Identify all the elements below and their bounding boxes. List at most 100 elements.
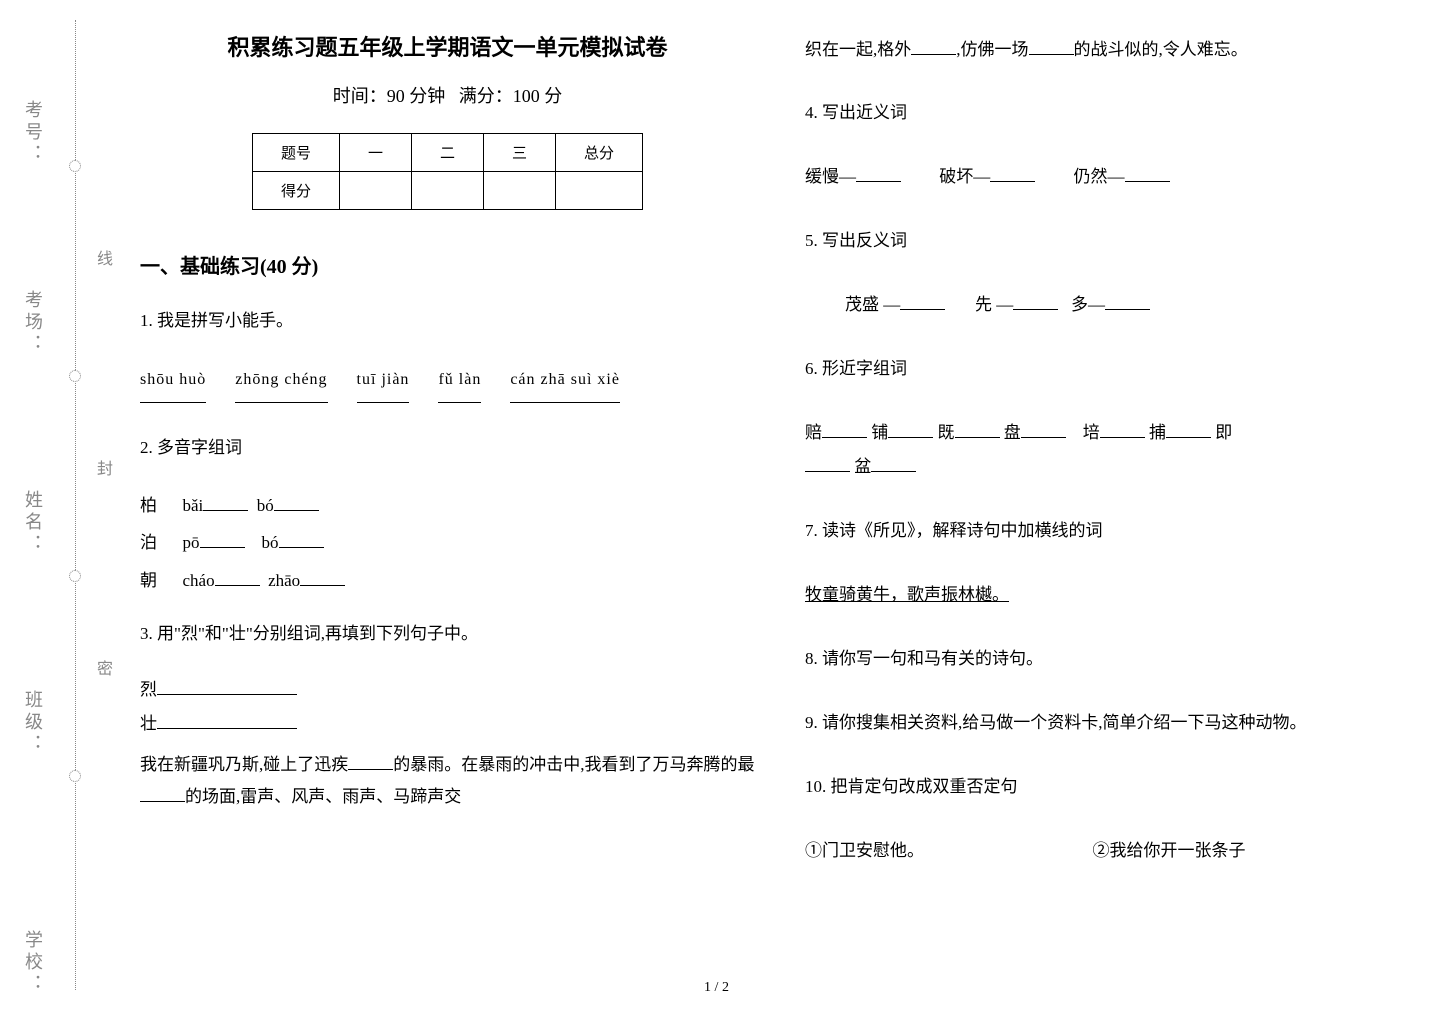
pinyin-row: shōu huò zhōng chéng tuī jiàn fǔ làn cán… [140,360,755,403]
pinyin-text: fǔ làn [438,371,481,388]
td-blank [484,172,556,210]
ant-item: 先 — [975,295,1013,314]
q3-words: 烈 壮 [140,673,755,741]
q-text: 形近字组词 [822,359,907,378]
left-column: 积累练习题五年级上学期语文一单元模拟试卷 时间：90 分钟 满分：100 分 题… [140,30,755,898]
q-num: 7. [805,521,822,540]
q3-sentence-cont: 织在一起,格外 ,仿佛一场 的战斗似的,令人难忘。 [805,34,1420,66]
char: 铺 [871,423,888,442]
blank [140,785,185,802]
binding-circle [69,160,81,172]
multi-sound-rows: 柏 bǎi bó 泊 pō bó 朝 cháo zhāo [140,487,755,599]
q7-poem: 牧童骑黄牛，歌声振林樾。 [805,578,1420,612]
q-text: 请你写一句和马有关的诗句。 [822,649,1043,668]
pinyin-blank [140,402,206,403]
table-row: 题号 一 二 三 总分 [252,134,642,172]
question-4: 4. 写出近义词 [805,96,1420,130]
char: 赔 [805,423,822,442]
py: bó [257,496,274,515]
question-8: 8. 请你写一句和马有关的诗句。 [805,642,1420,676]
char: 泊 [140,533,157,552]
q-text: 写出反义词 [822,231,907,250]
th-num: 题号 [252,134,339,172]
blank [348,753,393,770]
sent-part: ,仿佛一场 [956,40,1028,59]
blank [274,494,319,511]
pinyin-item: shōu huò [140,360,206,403]
pinyin-blank [438,402,481,403]
char: 烈 [140,680,157,699]
sent-part: 的暴雨。在暴雨的冲击中,我看到了万马奔腾的最 [393,755,754,774]
char: 柏 [140,496,157,515]
q-num: 3. [140,624,157,643]
q10-items: ①门卫安慰他。 ②我给你开一张条子 [805,834,1420,868]
blank [279,531,324,548]
label-kaohao: 考号： [20,100,46,166]
question-9: 9. 请你搜集相关资料,给马做一个资料卡,简单介绍一下马这种动物。 [805,706,1420,740]
syn-item: 仍然— [1074,167,1125,186]
label-xuexiao: 学校： [20,930,46,996]
pinyin-item: fǔ làn [438,360,481,403]
blank [822,421,867,438]
sent-part: 的场面,雷声、风声、雨声、马蹄声交 [185,787,461,806]
py: bǎi [183,496,204,515]
multi-row: 朝 cháo zhāo [140,562,755,599]
syn-item: 缓慢— [805,167,856,186]
py: pō [183,533,200,552]
binding-circle [69,570,81,582]
q-num: 1. [140,311,157,330]
blank [1125,165,1170,182]
label-xingming: 姓名： [20,490,46,556]
syn-item: 破坏— [939,167,990,186]
q3-sentence: 我在新疆巩乃斯,碰上了迅疾 的暴雨。在暴雨的冲击中,我看到了万马奔腾的最的场面,雷… [140,749,755,814]
blank [1013,293,1058,310]
blank [871,455,916,472]
char: 培 [1083,423,1100,442]
py: bó [262,533,279,552]
multi-row: 柏 bǎi bó [140,487,755,524]
pinyin-blank [235,402,327,403]
score-label: 满分：100 分 [459,86,563,106]
q-num: 6. [805,359,822,378]
ant-item: 茂盛 — [845,295,900,314]
blank [1029,38,1074,55]
char: 盆 [854,457,871,476]
char: 壮 [140,714,157,733]
q5-items: 茂盛 — 先 — 多— [805,288,1420,322]
page-number: 1 / 2 [704,980,729,996]
py: cháo [183,571,215,590]
q-num: 4. [805,103,822,122]
char: 既 [938,423,955,442]
blank [990,165,1035,182]
q-text: 读诗《所见》，解释诗句中加横线的词 [822,521,1103,540]
blank [215,569,260,586]
right-column: 织在一起,格外 ,仿佛一场 的战斗似的,令人难忘。 4. 写出近义词 缓慢— 破坏—… [805,30,1420,898]
q-text: 我是拼写小能手。 [157,311,293,330]
char: 朝 [140,571,157,590]
page-content: 积累练习题五年级上学期语文一单元模拟试卷 时间：90 分钟 满分：100 分 题… [140,30,1420,898]
blank [888,421,933,438]
question-10: 10. 把肯定句改成双重否定句 [805,770,1420,804]
pinyin-blank [510,402,620,403]
blank [157,678,297,695]
sent-part: 织在一起,格外 [805,40,911,59]
char: 即 [1215,423,1232,442]
q-num: 2. [140,438,157,457]
q-text: 请你搜集相关资料,给马做一个资料卡,简单介绍一下马这种动物。 [822,713,1307,732]
sent-part: 的战斗似的,令人难忘。 [1074,40,1248,59]
blank [1021,421,1066,438]
blank [203,494,248,511]
q-num: 5. [805,231,822,250]
label-banji: 班级： [20,690,46,756]
pinyin-text: zhōng chéng [235,371,327,388]
blank [900,293,945,310]
q-text: 写出近义词 [822,103,907,122]
blank [300,569,345,586]
th-1: 一 [339,134,411,172]
td-blank [556,172,643,210]
label-kaochang: 考场： [20,290,46,356]
th-2: 二 [411,134,483,172]
binding-text-mi: 密 [90,660,114,688]
sent-part: 我在新疆巩乃斯,碰上了迅疾 [140,755,348,774]
doc-subtitle: 时间：90 分钟 满分：100 分 [140,82,755,108]
